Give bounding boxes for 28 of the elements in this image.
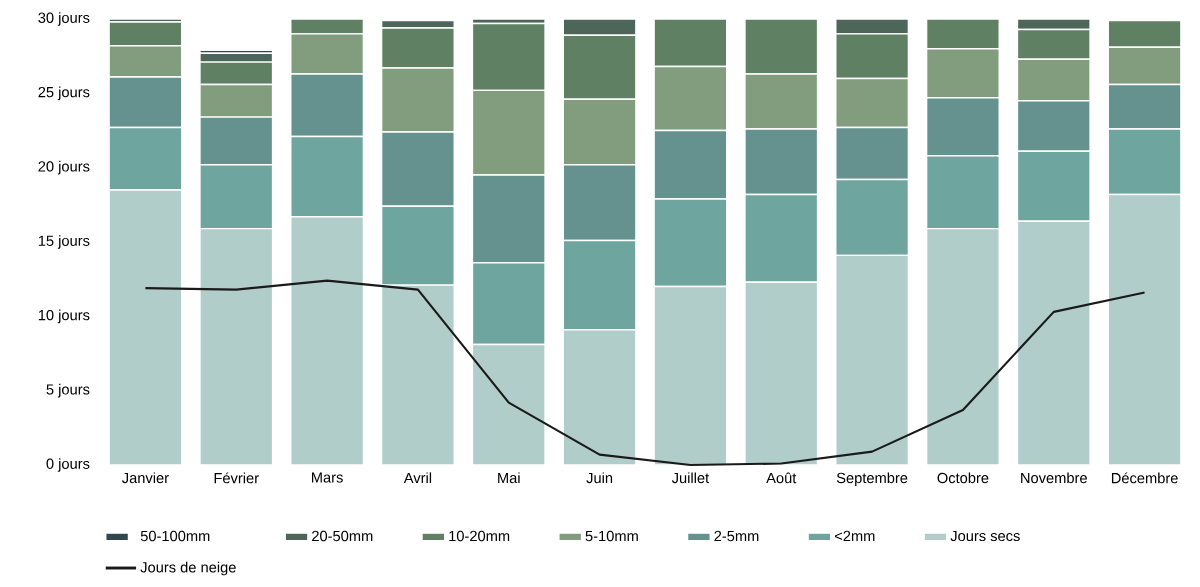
legend-label: <2mm: [834, 530, 875, 542]
x-tick-label: Juin: [586, 472, 613, 484]
y-tick-label: 30 jours: [38, 12, 90, 26]
y-tick-label: 20 jours: [38, 160, 90, 175]
y-tick-label: 25 jours: [38, 86, 90, 101]
legend-label: 5-10mm: [585, 530, 638, 542]
y-tick-label: 15 jours: [38, 235, 90, 249]
x-tick-label: Février: [214, 472, 259, 484]
legend-label: 50-100mm: [140, 530, 210, 542]
y-tick-label: 0 jours: [46, 458, 90, 472]
x-tick-label: Juillet: [671, 472, 710, 484]
legend-label: 2-5mm: [714, 530, 759, 542]
line-series: [144, 279, 1146, 467]
x-tick-label: Décembre: [1111, 472, 1178, 484]
x-tick-label: Septembre: [836, 472, 908, 487]
legend-label: 10-20mm: [449, 530, 510, 542]
x-tick-label: Mars: [312, 472, 343, 483]
legend-label: 20-50mm: [312, 530, 373, 542]
x-tick-label: Novembre: [1021, 472, 1087, 484]
legend-label: Jours secs: [950, 530, 1020, 542]
x-tick-label: Mai: [498, 472, 520, 484]
legend-label: Jours de neige: [140, 561, 236, 576]
y-tick-label: 5 jours: [46, 383, 90, 398]
y-tick-label: 10 jours: [38, 309, 90, 324]
x-tick-label: Janvier: [122, 472, 169, 484]
x-tick-label: Août: [766, 472, 797, 484]
x-tick-label: Octobre: [937, 472, 989, 484]
x-tick-label: Avril: [403, 472, 432, 484]
